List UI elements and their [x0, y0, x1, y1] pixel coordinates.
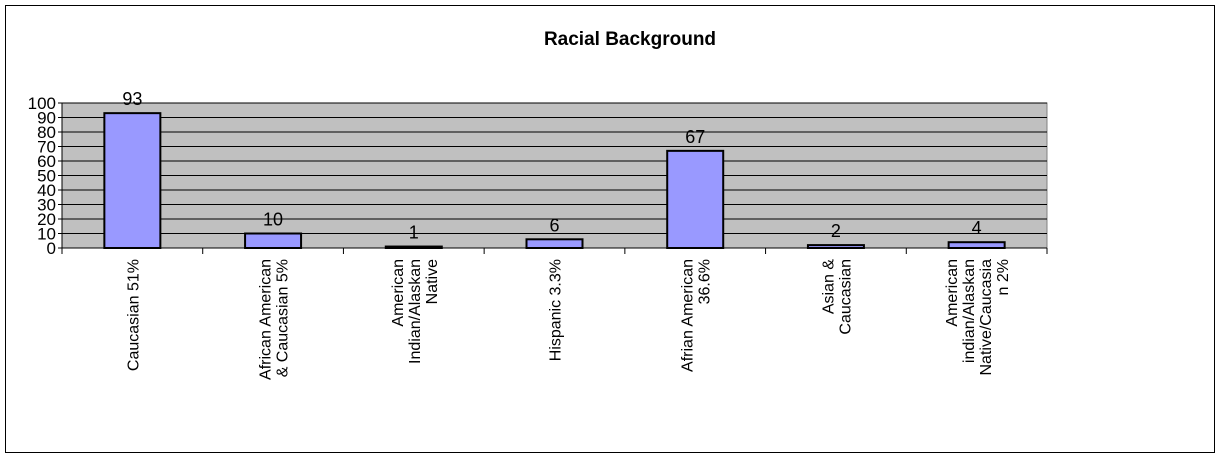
category-label-line: Afrian American	[680, 259, 697, 372]
y-tick-label: 0	[47, 239, 56, 258]
data-label: 10	[263, 210, 283, 230]
y-tick-label: 70	[37, 138, 56, 157]
bar	[384, 245, 443, 250]
data-label: 1	[409, 223, 419, 243]
category-label: Hispanic 3.3%	[548, 259, 565, 361]
category-label-line: Native	[424, 259, 441, 304]
y-tick-label: 20	[37, 210, 56, 229]
category-label-line: Caucasian	[837, 259, 854, 335]
data-label: 6	[549, 215, 559, 235]
y-tick-label: 100	[28, 94, 56, 113]
category-label-line: American	[944, 259, 961, 327]
category-labels: Caucasian 51% African American & Caucasian…	[125, 259, 1012, 380]
category-label-line: Indian/Alaskan	[407, 259, 424, 364]
category-label-line: African American	[258, 259, 275, 380]
category-label-line: & Caucasian 5%	[275, 259, 292, 377]
data-label: 2	[831, 221, 841, 241]
chart-title: Racial Background	[544, 29, 716, 50]
gridlines	[62, 102, 1047, 234]
bar	[947, 241, 1006, 249]
data-label: 4	[972, 218, 982, 238]
category-label: Afrian American 36.6%	[680, 259, 714, 372]
bar	[244, 232, 303, 249]
category-label: American indian/Alaskan Native/Caucasia n 2…	[944, 259, 1012, 376]
category-label-line: indian/Alaskan	[961, 259, 978, 363]
data-labels: 93 10 1 6 67 2 4	[122, 89, 981, 242]
category-label-line: Native/Caucasia	[978, 259, 995, 376]
y-tick-label: 90	[37, 109, 56, 128]
bars	[103, 112, 1006, 250]
category-label-line: Caucasian 51%	[125, 259, 142, 371]
data-label: 67	[685, 127, 705, 147]
y-tick-label: 80	[37, 123, 56, 142]
y-tick-label: 60	[37, 152, 56, 171]
bar	[525, 238, 584, 250]
data-label: 93	[122, 89, 142, 109]
category-label: Asian & Caucasian	[820, 259, 854, 335]
category-label: African American & Caucasian 5%	[258, 259, 292, 380]
category-label: Caucasian 51%	[125, 259, 142, 371]
y-tick-label: 10	[37, 225, 56, 244]
category-label-line: 36.6%	[697, 259, 714, 304]
bar	[666, 149, 725, 250]
bar	[806, 244, 865, 250]
y-tick-label: 30	[37, 196, 56, 215]
category-label-line: n 2%	[995, 259, 1012, 295]
y-tick-label: 50	[37, 167, 56, 186]
category-label-line: Asian &	[820, 259, 837, 314]
category-label-line: Hispanic 3.3%	[548, 259, 565, 361]
category-label: American Indian/Alaskan Native	[390, 259, 441, 364]
bar	[103, 112, 162, 250]
y-tick-label: 40	[37, 181, 56, 200]
category-label-line: American	[390, 259, 407, 327]
